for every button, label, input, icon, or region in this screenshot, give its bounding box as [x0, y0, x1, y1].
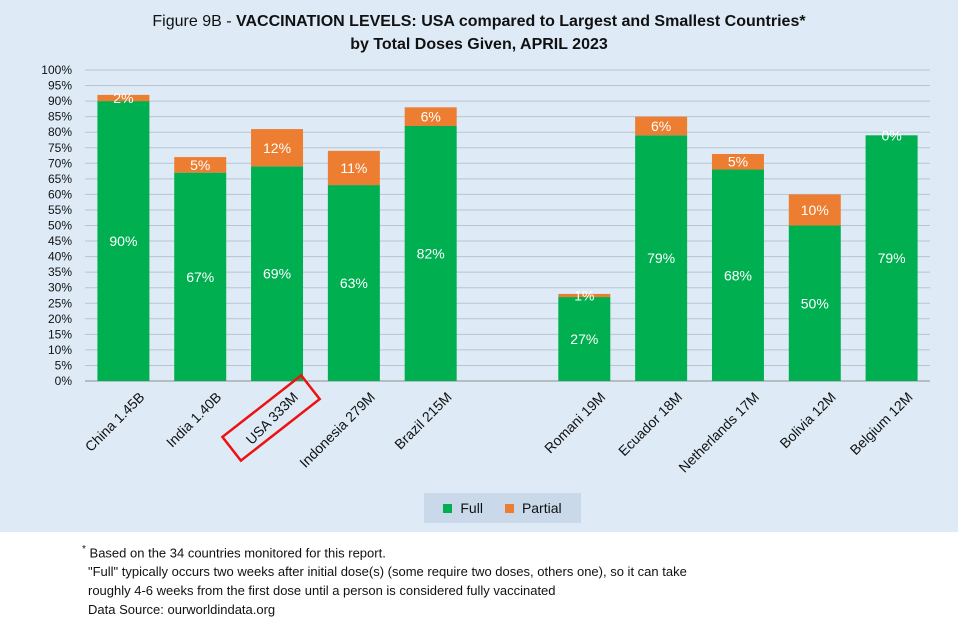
bar-partial	[97, 94, 150, 102]
bar-partial	[788, 194, 841, 226]
y-tick-label: 5%	[55, 358, 73, 372]
bar-full	[174, 172, 227, 381]
bar-full	[788, 225, 841, 381]
y-tick-label: 95%	[48, 79, 72, 93]
y-tick-label: 35%	[48, 265, 72, 279]
data-label-full: 67%	[186, 269, 214, 285]
bar-partial	[251, 129, 304, 167]
data-label-full: 50%	[801, 295, 829, 311]
y-tick-label: 25%	[48, 296, 72, 310]
y-tick-label: 40%	[48, 250, 72, 264]
footnote-1-text: Based on the 34 countries monitored for …	[89, 545, 386, 561]
x-tick-label: Bolivia 12M	[776, 389, 838, 451]
y-tick-label: 90%	[48, 94, 72, 108]
data-label-partial: 11%	[340, 160, 367, 176]
bar-partial	[404, 107, 457, 126]
data-label-partial: 0%	[881, 127, 901, 143]
x-tick-label: Netherlands 17M	[675, 389, 762, 476]
footnotes: * Based on the 34 countries monitored fo…	[82, 540, 687, 619]
data-label-partial: 5%	[728, 154, 748, 170]
data-label-full: 68%	[724, 267, 752, 283]
highlight-box	[220, 373, 322, 463]
legend-label-full: Full	[460, 500, 483, 516]
y-tick-label: 85%	[48, 110, 72, 124]
data-label-full: 63%	[340, 275, 368, 291]
y-tick-label: 55%	[48, 203, 72, 217]
bar-partial	[174, 157, 227, 173]
chart-title: Figure 9B - VACCINATION LEVELS: USA comp…	[0, 13, 958, 31]
footnote-2: "Full" typically occurs two weeks after …	[88, 564, 687, 580]
bar-full	[635, 135, 688, 381]
legend-item-full: Full	[443, 500, 483, 516]
bar-partial	[635, 116, 688, 136]
bar-full	[97, 101, 150, 381]
data-label-partial: 10%	[801, 202, 829, 218]
x-tick-label: China 1.45B	[82, 389, 148, 455]
title-main: VACCINATION LEVELS: USA compared to Larg…	[236, 13, 806, 30]
data-label-full: 82%	[417, 245, 445, 261]
legend: Full Partial	[424, 493, 581, 523]
data-label-full: 69%	[263, 266, 291, 282]
bar-full	[865, 135, 918, 381]
x-tick-label: Brazil 215M	[391, 389, 455, 453]
legend-swatch-full	[443, 503, 453, 513]
y-tick-label: 20%	[48, 312, 72, 326]
x-tick-label: India 1.40B	[163, 389, 224, 450]
legend-item-partial: Partial	[504, 500, 562, 516]
title-prefix: Figure 9B -	[152, 13, 236, 30]
legend-swatch-partial	[504, 503, 514, 513]
data-label-partial: 12%	[263, 140, 291, 156]
data-label-full: 79%	[647, 250, 675, 266]
bar-full	[251, 166, 304, 381]
data-label-partial: 5%	[190, 157, 210, 173]
legend-label-partial: Partial	[521, 500, 562, 516]
x-tick-label: Indonesia 279M	[296, 389, 378, 471]
y-tick-label: 50%	[48, 219, 72, 233]
data-label-partial: 6%	[651, 118, 671, 134]
bar-full	[558, 297, 611, 381]
y-tick-label: 100%	[41, 63, 72, 77]
chart-svg: 0%5%10%15%20%25%30%35%40%45%50%55%60%65%…	[41, 63, 930, 476]
footnote-3: roughly 4-6 weeks from the first dose un…	[88, 583, 556, 599]
bar-full	[327, 185, 380, 381]
y-tick-label: 65%	[48, 172, 72, 186]
footnote-1: * Based on the 34 countries monitored fo…	[82, 540, 687, 562]
y-tick-label: 30%	[48, 281, 72, 295]
y-tick-label: 80%	[48, 125, 72, 139]
data-label-partial: 2%	[113, 90, 133, 106]
y-tick-label: 60%	[48, 187, 72, 201]
y-tick-label: 70%	[48, 156, 72, 170]
bar-partial	[558, 293, 611, 298]
bar-full	[711, 169, 764, 381]
bar-partial	[711, 153, 764, 170]
data-label-partial: 1%	[574, 287, 594, 303]
data-label-full: 90%	[109, 233, 137, 249]
data-label-partial: 6%	[421, 109, 441, 125]
x-tick-label: Belgium 12M	[847, 389, 916, 458]
y-tick-label: 15%	[48, 327, 72, 341]
y-tick-label: 45%	[48, 234, 72, 248]
bar-partial	[327, 150, 380, 186]
footnote-star: *	[82, 544, 86, 555]
data-label-full: 79%	[878, 250, 906, 266]
footnote-4: Data Source: ourworldindata.org	[88, 602, 276, 618]
chart-subtitle: by Total Doses Given, APRIL 2023	[350, 36, 608, 53]
data-label-full: 27%	[570, 331, 598, 347]
x-tick-label: Ecuador 18M	[615, 389, 685, 459]
y-tick-label: 75%	[48, 141, 72, 155]
y-tick-label: 0%	[55, 374, 73, 388]
y-tick-label: 10%	[48, 343, 72, 357]
bar-full	[404, 125, 457, 381]
x-tick-label: Romani 19M	[541, 389, 608, 456]
